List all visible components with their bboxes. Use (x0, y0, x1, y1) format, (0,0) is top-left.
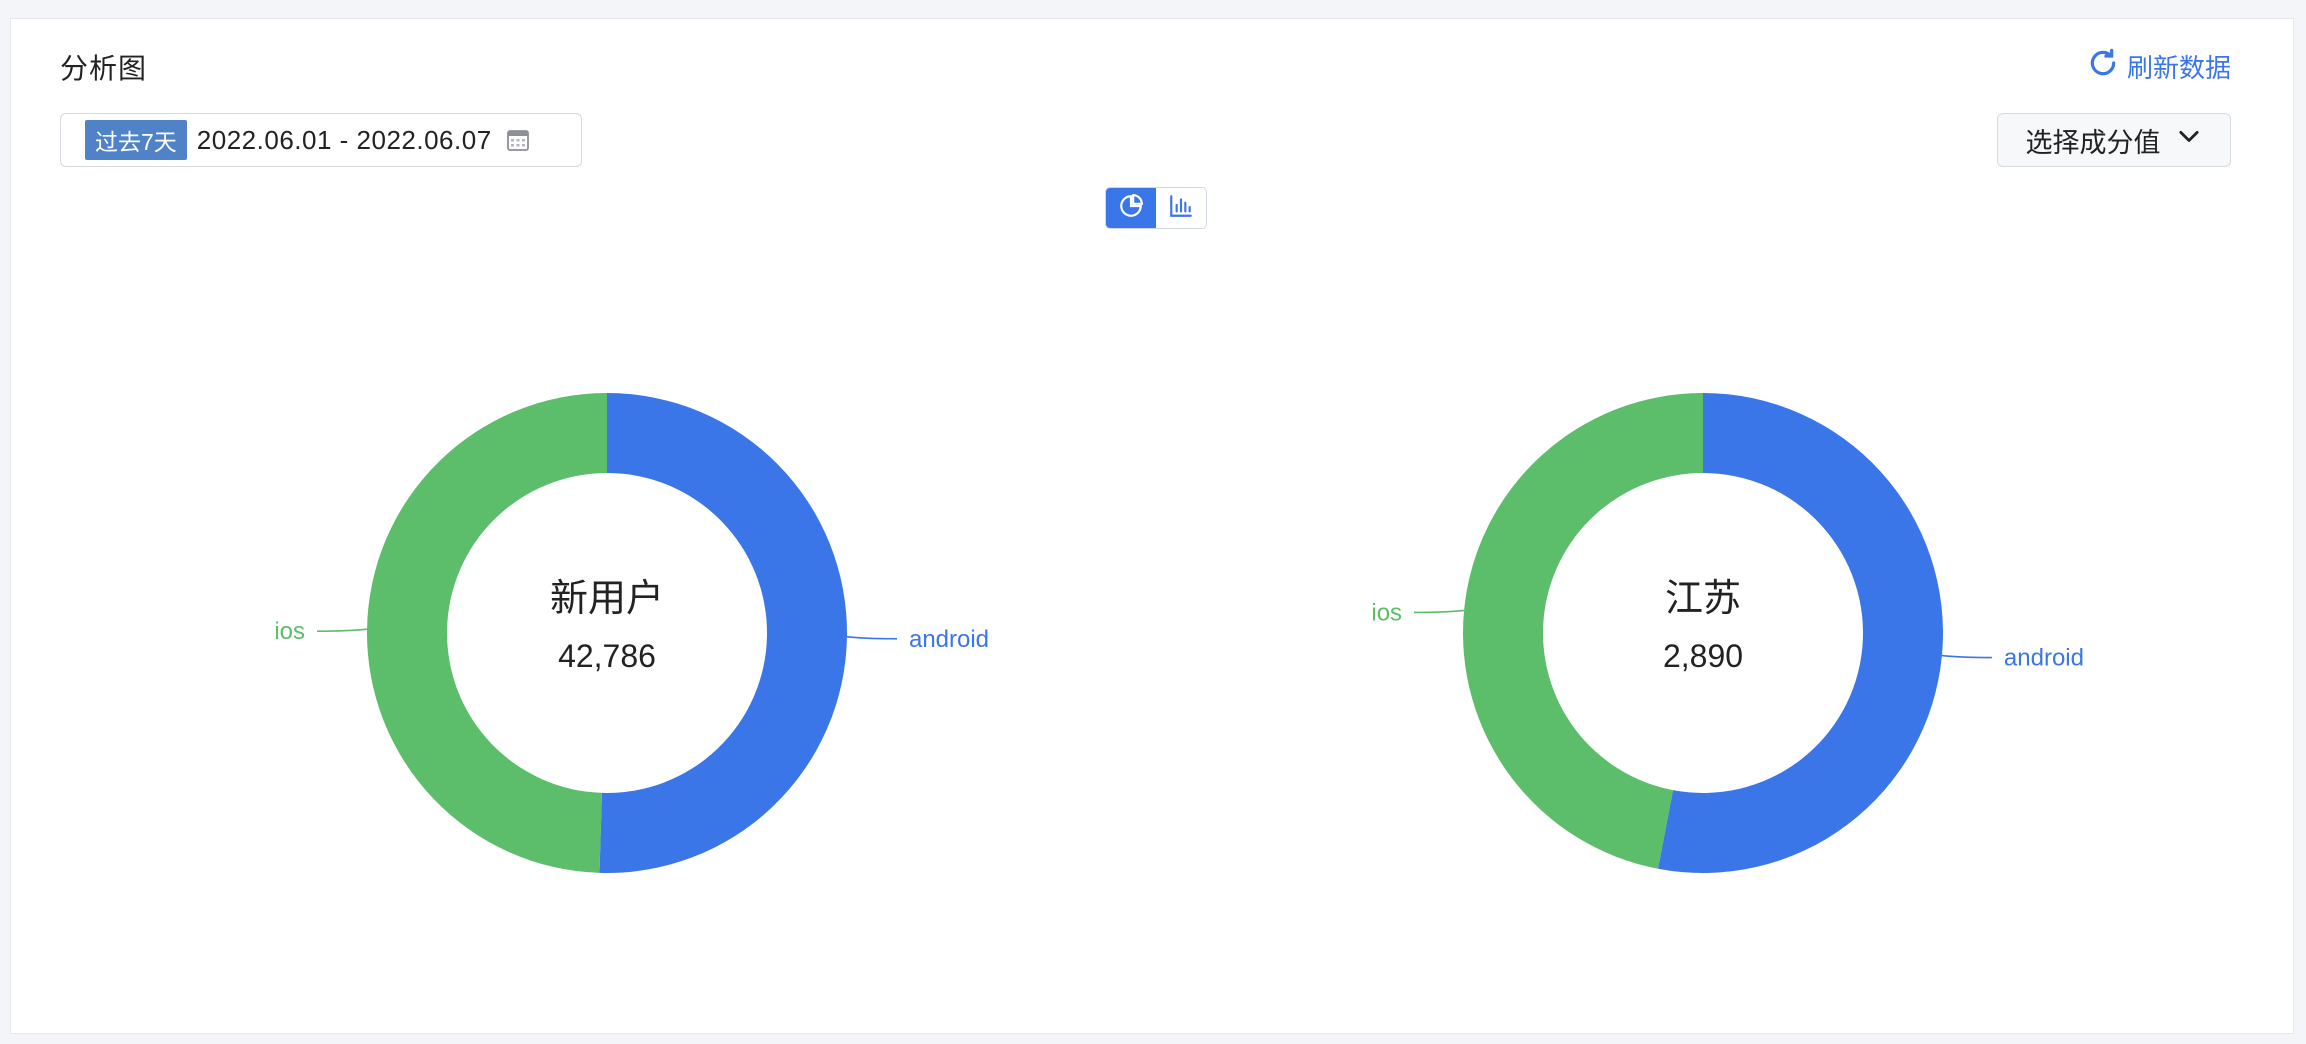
donut-center-value: 2,890 (1663, 638, 1743, 674)
slice-label-line (846, 635, 897, 640)
slice-label-line (1941, 654, 1992, 659)
donut-center-value: 42,786 (558, 638, 656, 674)
range-tag[interactable]: 过去7天 (85, 120, 187, 160)
date-range-picker[interactable]: 过去7天 2022.06.01 - 2022.06.07 (60, 113, 582, 167)
slice-label-line (1414, 609, 1465, 614)
bar-view-button[interactable] (1156, 188, 1206, 228)
bar-chart-icon (1168, 193, 1194, 224)
donut-center-label: 江苏 (1665, 578, 1741, 620)
page-title: 分析图 (60, 53, 148, 84)
slice-label-ios: ios (274, 618, 305, 645)
analysis-panel: 分析图 刷新数据 过去7天 2022.06.01 - 2022.06.07 选择… (10, 18, 2294, 1034)
pie-slice-ios[interactable] (366, 393, 607, 873)
date-range-text: 2022.06.01 - 2022.06.07 (196, 124, 492, 155)
slice-label-android: android (909, 626, 989, 653)
slice-label-line (317, 628, 368, 633)
pie-slice-ios[interactable] (1462, 393, 1703, 869)
select-label: 选择成分值 (2025, 127, 2161, 158)
pie-chart-icon (1118, 193, 1144, 224)
pie-slice-android[interactable] (1658, 393, 1943, 873)
donut-center-label: 新用户 (550, 578, 664, 620)
slice-label-ios: ios (1371, 599, 1402, 626)
calendar-icon[interactable] (506, 128, 530, 152)
donut-charts: android ios 新用户 42,786 android ios 江苏 2,890 (274, 393, 2084, 873)
refresh-icon (2087, 47, 2119, 86)
pie-view-button[interactable] (1106, 188, 1156, 228)
chart-type-toggle[interactable] (1105, 187, 1207, 229)
pie-slice-android[interactable] (599, 393, 847, 873)
donut-chart: android ios 江苏 2,890 (1371, 393, 2084, 873)
component-value-select[interactable]: 选择成分值 (1997, 113, 2231, 167)
donut-chart: android ios 新用户 42,786 (274, 393, 989, 873)
refresh-button[interactable]: 刷新数据 (2087, 47, 2231, 86)
refresh-label: 刷新数据 (2126, 53, 2231, 83)
chevron-down-icon (2175, 123, 2203, 158)
slice-label-android: android (2004, 645, 2084, 672)
